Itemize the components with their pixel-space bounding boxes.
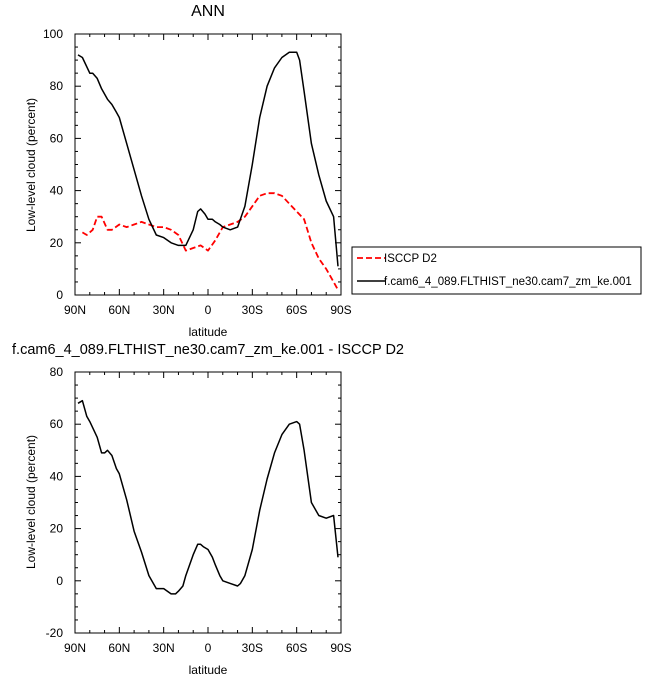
bottom-x-tick-label: 60S: [286, 641, 307, 655]
top-x-tick-label: 30N: [153, 303, 175, 317]
bottom-x-tick-label: 90N: [64, 641, 86, 655]
top-plot-frame: [74, 33, 342, 296]
top-y-axis-label: Low-level cloud (percent): [24, 98, 38, 232]
top-y-tick-label: 40: [50, 184, 64, 198]
bottom-axis-ticks: [74, 371, 342, 634]
bottom-series-line-0: [77, 399, 339, 595]
top-series-lines: [77, 51, 339, 291]
legend-box: [351, 246, 642, 295]
top-series-line-0: [81, 192, 339, 291]
top-y-tick-label: 60: [50, 131, 64, 145]
top-tick-labels: 90N 60N 30N 0 30S 60S 90S 0 20 40 60 80 100: [43, 27, 352, 317]
bottom-x-tick-label: 0: [205, 641, 212, 655]
bottom-y-tick-label: 80: [50, 365, 64, 379]
bottom-y-tick-label: 0: [56, 574, 63, 588]
bottom-series-lines: [77, 399, 339, 595]
bottom-plot-frame: [74, 371, 342, 634]
top-y-tick-label: 100: [43, 27, 63, 41]
bottom-chart-title: f.cam6_4_089.FLTHIST_ne30.cam7_zm_ke.001…: [12, 342, 404, 358]
top-x-tick-label: 30S: [242, 303, 263, 317]
bottom-y-tick-label: 40: [50, 469, 64, 483]
bottom-x-tick-label: 30N: [153, 641, 175, 655]
top-chart-title: ANN: [191, 3, 225, 20]
top-panel: ANN Low-level cloud (percent) latitude 9…: [24, 3, 642, 339]
legend: ISCCP D2 f.cam6_4_089.FLTHIST_ne30.cam7_…: [351, 246, 642, 295]
legend-label-model: f.cam6_4_089.FLTHIST_ne30.cam7_zm_ke.001: [384, 276, 632, 288]
bottom-y-tick-label: 60: [50, 417, 64, 431]
top-x-tick-label: 90S: [330, 303, 351, 317]
top-x-axis-label: latitude: [189, 325, 228, 339]
top-x-tick-label: 60S: [286, 303, 307, 317]
bottom-panel: f.cam6_4_089.FLTHIST_ne30.cam7_zm_ke.001…: [12, 342, 404, 677]
top-x-tick-label: 0: [205, 303, 212, 317]
top-x-tick-label: 60N: [108, 303, 130, 317]
bottom-y-tick-label: 20: [50, 522, 64, 536]
top-series-line-1: [77, 51, 339, 267]
bottom-x-tick-label: 60N: [108, 641, 130, 655]
top-y-tick-label: 20: [50, 236, 64, 250]
top-y-tick-label: 80: [50, 79, 64, 93]
top-y-tick-label: 0: [56, 288, 63, 302]
bottom-tick-labels: 90N 60N 30N 0 30S 60S 90S -20 0 20 40 60 80: [46, 365, 352, 655]
bottom-x-axis-label: latitude: [189, 663, 228, 677]
bottom-x-tick-label: 90S: [330, 641, 351, 655]
bottom-y-axis-label: Low-level cloud (percent): [24, 435, 38, 569]
bottom-x-tick-label: 30S: [242, 641, 263, 655]
top-x-tick-label: 90N: [64, 303, 86, 317]
bottom-y-tick-label: -20: [46, 626, 64, 640]
legend-label-isccp: ISCCP D2: [384, 253, 437, 265]
